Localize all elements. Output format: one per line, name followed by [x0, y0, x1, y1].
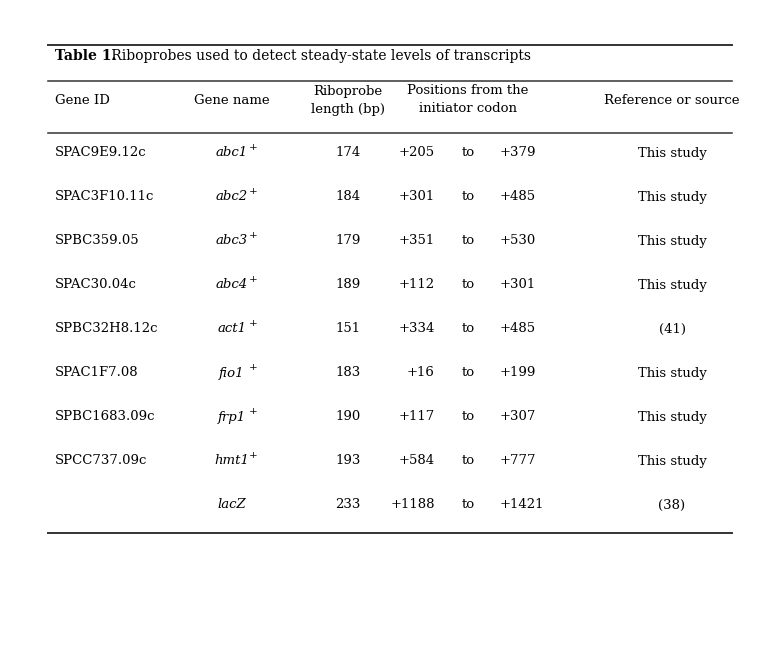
Text: to: to: [462, 235, 474, 247]
Text: to: to: [462, 147, 474, 160]
Text: 183: 183: [335, 367, 360, 379]
Text: abc2: abc2: [216, 190, 248, 204]
Text: 179: 179: [335, 235, 360, 247]
Text: +530: +530: [500, 235, 537, 247]
Text: This study: This study: [637, 410, 707, 424]
Text: 193: 193: [335, 455, 360, 467]
Text: SPAC30.04c: SPAC30.04c: [55, 278, 136, 292]
Text: +: +: [249, 143, 257, 152]
Text: hmt1: hmt1: [215, 455, 250, 467]
Text: Gene name: Gene name: [194, 93, 270, 107]
Text: 233: 233: [335, 499, 360, 511]
Text: Gene ID: Gene ID: [55, 93, 110, 107]
Text: to: to: [462, 322, 474, 335]
Text: 189: 189: [335, 278, 360, 292]
Text: Riboprobes used to detect steady-state levels of transcripts: Riboprobes used to detect steady-state l…: [107, 49, 531, 63]
Text: +485: +485: [500, 322, 536, 335]
Text: to: to: [462, 410, 474, 424]
Text: 190: 190: [335, 410, 360, 424]
Text: abc4: abc4: [216, 278, 248, 292]
Text: +777: +777: [500, 455, 537, 467]
Text: Positions from the
initiator codon: Positions from the initiator codon: [407, 84, 529, 115]
Text: to: to: [462, 367, 474, 379]
Text: +1188: +1188: [391, 499, 435, 511]
Text: +205: +205: [399, 147, 435, 160]
Text: act1: act1: [218, 322, 246, 335]
Text: +112: +112: [399, 278, 435, 292]
Text: +485: +485: [500, 190, 536, 204]
Text: (41): (41): [658, 322, 686, 335]
Text: +199: +199: [500, 367, 537, 379]
Text: This study: This study: [637, 235, 707, 247]
Text: SPBC359.05: SPBC359.05: [55, 235, 140, 247]
Text: +: +: [249, 363, 257, 373]
Text: +: +: [249, 408, 257, 416]
Text: This study: This study: [637, 278, 707, 292]
Text: SPBC1683.09c: SPBC1683.09c: [55, 410, 155, 424]
Text: Riboprobe
length (bp): Riboprobe length (bp): [311, 84, 385, 115]
Text: This study: This study: [637, 367, 707, 379]
Text: This study: This study: [637, 455, 707, 467]
Text: 174: 174: [335, 147, 360, 160]
Text: 184: 184: [335, 190, 360, 204]
Text: +301: +301: [500, 278, 537, 292]
Text: abc1: abc1: [216, 147, 248, 160]
Text: +301: +301: [399, 190, 435, 204]
Text: to: to: [462, 278, 474, 292]
Text: +: +: [249, 452, 257, 461]
Text: lacZ: lacZ: [218, 499, 246, 511]
Text: +117: +117: [399, 410, 435, 424]
Text: 151: 151: [335, 322, 360, 335]
Text: This study: This study: [637, 147, 707, 160]
Text: This study: This study: [637, 190, 707, 204]
Text: to: to: [462, 455, 474, 467]
Text: SPBC32H8.12c: SPBC32H8.12c: [55, 322, 158, 335]
Text: to: to: [462, 190, 474, 204]
Text: (38): (38): [658, 499, 686, 511]
Text: +: +: [249, 276, 257, 284]
Text: +: +: [249, 231, 257, 241]
Text: +379: +379: [500, 147, 537, 160]
Text: +: +: [249, 188, 257, 196]
Text: SPAC1F7.08: SPAC1F7.08: [55, 367, 139, 379]
Text: fio1: fio1: [219, 367, 245, 379]
Text: +351: +351: [399, 235, 435, 247]
Text: SPAC9E9.12c: SPAC9E9.12c: [55, 147, 147, 160]
Text: +584: +584: [399, 455, 435, 467]
Text: SPCC737.09c: SPCC737.09c: [55, 455, 147, 467]
Text: +16: +16: [407, 367, 435, 379]
Text: Reference or source: Reference or source: [604, 93, 739, 107]
Text: Table 1.: Table 1.: [55, 49, 116, 63]
Text: abc3: abc3: [216, 235, 248, 247]
Text: +: +: [249, 320, 257, 328]
Text: to: to: [462, 499, 474, 511]
Text: SPAC3F10.11c: SPAC3F10.11c: [55, 190, 154, 204]
Text: +307: +307: [500, 410, 537, 424]
Text: +1421: +1421: [500, 499, 544, 511]
Text: frp1: frp1: [218, 410, 246, 424]
Text: +334: +334: [399, 322, 435, 335]
